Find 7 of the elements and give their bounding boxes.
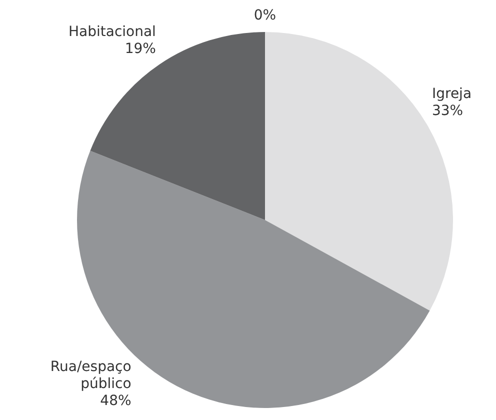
data-label: 33% [432, 102, 464, 119]
slice-label: Igreja [432, 86, 472, 102]
slice-label: Rua/espaço público [50, 359, 132, 392]
text: 0% [254, 8, 276, 24]
data-label: 48% [100, 393, 132, 410]
data-label: 19% [124, 41, 156, 58]
slice-label: Habitacional [68, 24, 156, 40]
